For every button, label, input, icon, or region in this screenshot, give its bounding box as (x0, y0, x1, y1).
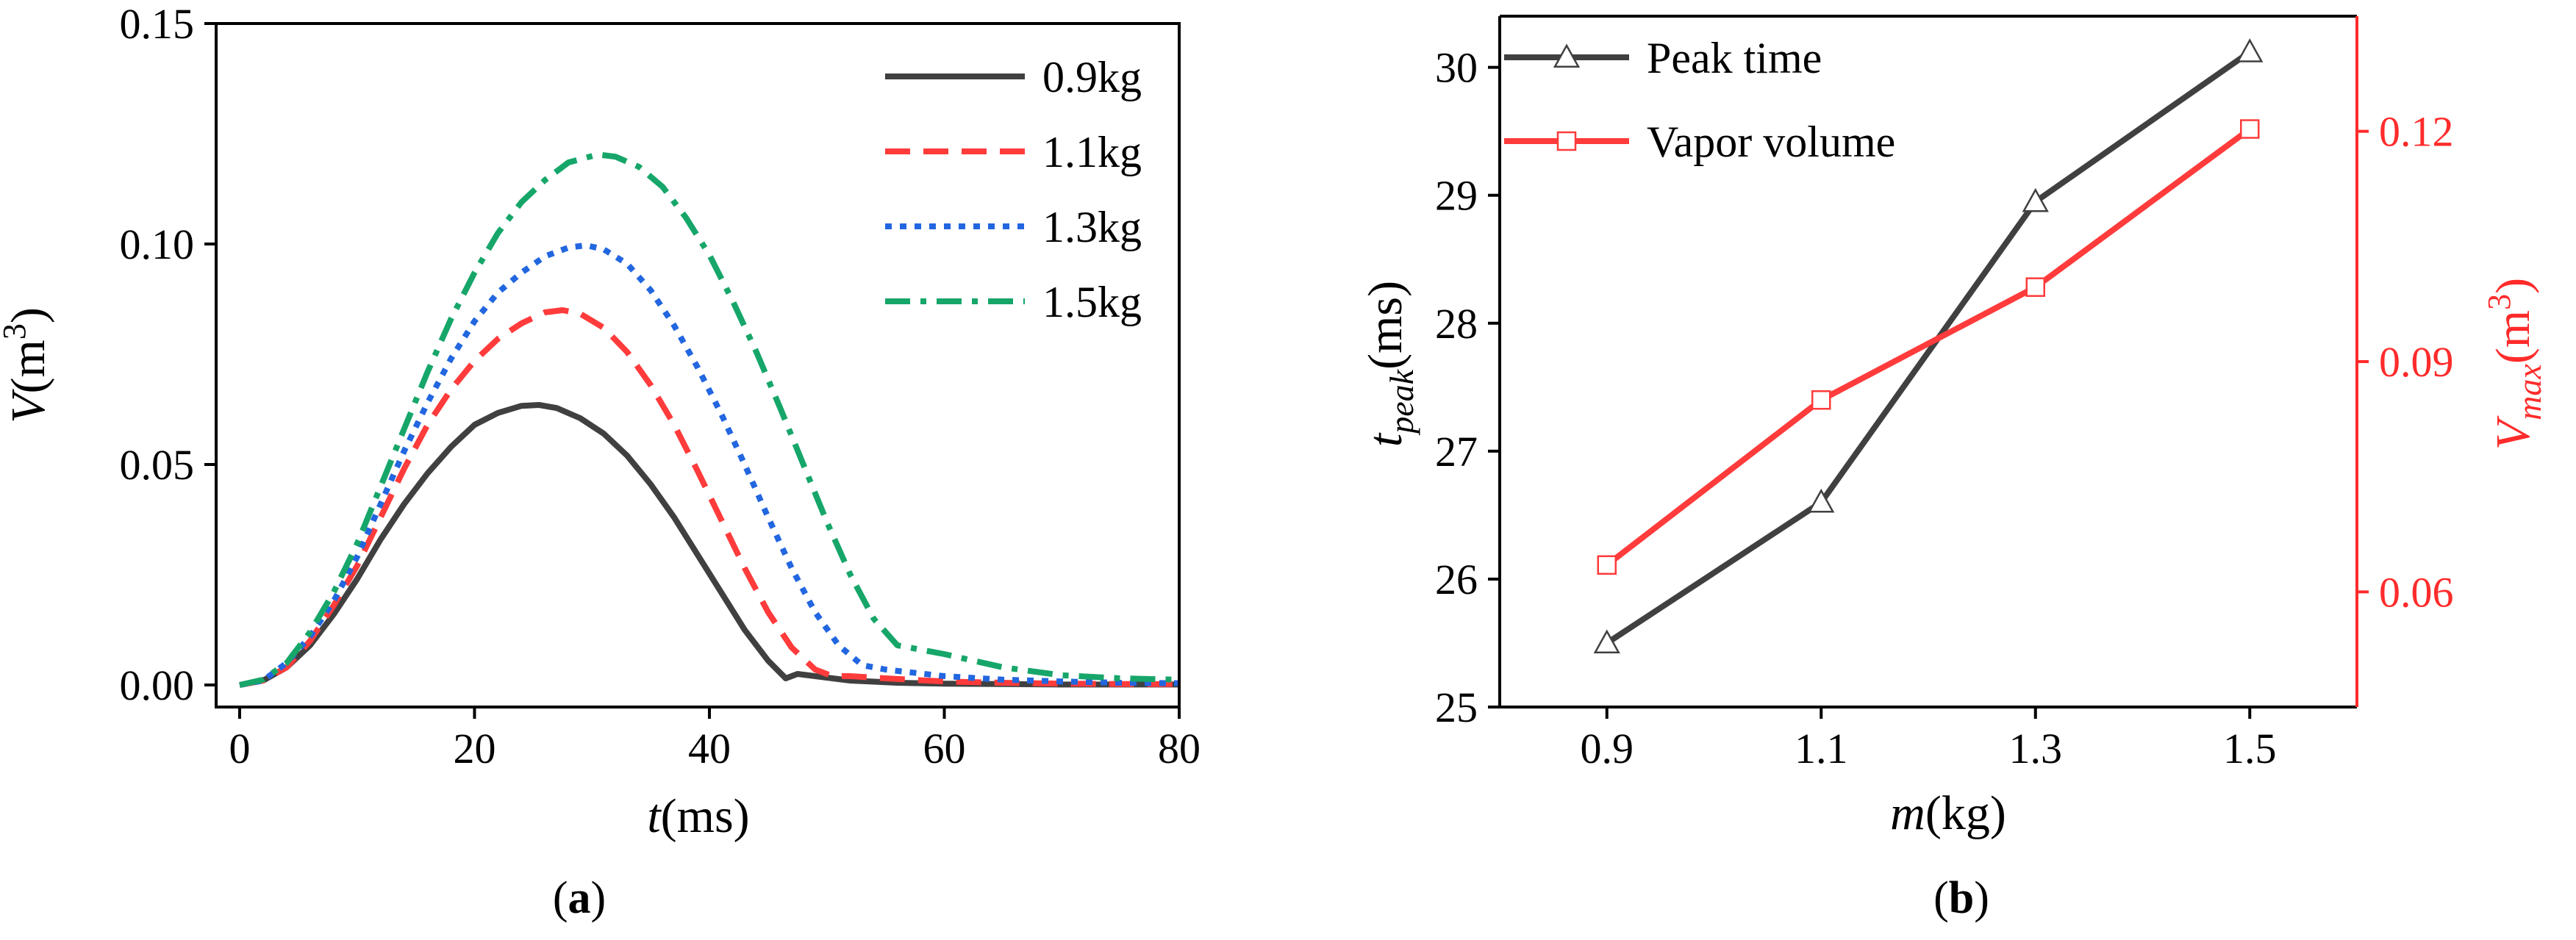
series-line-Vapor volume (1605, 126, 2252, 567)
chart-b-xtick-label: 1.5 (2223, 725, 2277, 772)
chart-a-plot-frame (215, 22, 1181, 708)
chart-a-ytick-label: 0.05 (120, 441, 195, 489)
chart-b-ticks: 0.9 1.1 1.3 1.5 25 26 27 28 29 30 0.06 0.09 0.12 (1435, 44, 2454, 772)
chart-a-xtick-label: 60 (923, 725, 965, 772)
chart-a: 0 20 40 60 80 0.00 0.05 0.10 0.15 V(m3) t(ms) 0.… (0, 0, 1201, 923)
data-point-Vapor volume (2025, 277, 2045, 297)
chart-b-xlabel: m(kg) (1890, 786, 2006, 840)
chart-a-ylabel: V(m3) (0, 307, 55, 423)
series-line-1.1kg (239, 307, 1179, 688)
chart-b-ytick-left-label: 30 (1435, 44, 1478, 92)
chart-b-ytick-left-label: 25 (1435, 684, 1478, 731)
panel-label-a: (a) (553, 873, 606, 923)
legend-label-Vapor volume: Vapor volume (1647, 118, 1895, 166)
legend-label-1.1kg: 1.1kg (1042, 128, 1142, 176)
data-point-Peak time (2022, 187, 2049, 212)
chart-b-ytick-left-label: 28 (1435, 300, 1478, 348)
chart-a-xtick-label: 40 (688, 725, 731, 772)
legend-label-Peak time: Peak time (1647, 34, 1822, 82)
chart-b-ytick-right-label: 0.06 (2379, 568, 2454, 616)
data-point-Peak time (1808, 488, 1835, 513)
series-line-0.9kg (239, 402, 1179, 688)
data-point-Peak time (2236, 38, 2264, 62)
chart-b-ytick-right-label: 0.12 (2379, 108, 2454, 156)
chart-b-legend: Peak time Vapor volume (1504, 34, 1895, 166)
chart-b-xtick-label: 1.3 (2009, 725, 2063, 772)
chart-a-xtick-label: 20 (453, 725, 495, 772)
chart-a-xtick-label: 0 (229, 725, 250, 772)
series-line-1.5kg (239, 151, 1180, 688)
chart-a-xlabel: t(ms) (647, 789, 749, 843)
chart-a-series-layer (239, 151, 1180, 688)
chart-a-ticks: 0 20 40 60 80 0.00 0.05 0.10 0.15 (120, 0, 1201, 772)
legend-label-1.3kg: 1.3kg (1042, 203, 1142, 251)
data-point-Vapor volume (1811, 390, 1831, 410)
legend-marker-Peak time (1553, 43, 1581, 68)
chart-b-ylabel-left: tpeak(ms) (1359, 281, 1420, 447)
chart-b-ytick-left-label: 26 (1435, 556, 1478, 603)
chart-b-ytick-left-label: 29 (1435, 172, 1478, 220)
chart-a-xtick-label: 80 (1158, 725, 1201, 772)
legend-label-0.9kg: 0.9kg (1042, 53, 1142, 101)
chart-a-legend: 0.9kg 1.1kg 1.3kg 1.5kg (885, 53, 1142, 326)
chart-a-ytick-label: 0.10 (120, 220, 195, 268)
series-line-Peak time (1605, 49, 2252, 646)
chart-a-ytick-label: 0.15 (120, 0, 195, 48)
series-line-1.3kg (239, 242, 1180, 688)
chart-b-ytick-left-label: 27 (1435, 428, 1478, 476)
panel-label-b: (b) (1933, 873, 1989, 923)
data-point-Vapor volume (1597, 555, 1617, 575)
chart-b-series-layer (1593, 38, 2264, 654)
chart-b: 0.9 1.1 1.3 1.5 25 26 27 28 29 30 0.06 0.09 0.12 tpe… (1359, 15, 2548, 923)
data-point-Peak time (1593, 629, 1620, 654)
chart-b-xtick-label: 0.9 (1581, 725, 1634, 772)
data-point-Vapor volume (2240, 119, 2260, 139)
chart-a-ytick-label: 0.00 (120, 661, 195, 709)
chart-b-xtick-label: 1.1 (1795, 725, 1848, 772)
chart-b-ytick-right-label: 0.09 (2379, 338, 2454, 386)
chart-b-ylabel-right: Vmax(m3) (2481, 278, 2548, 450)
legend-marker-Vapor volume (1556, 131, 1577, 151)
legend-label-1.5kg: 1.5kg (1042, 278, 1142, 326)
